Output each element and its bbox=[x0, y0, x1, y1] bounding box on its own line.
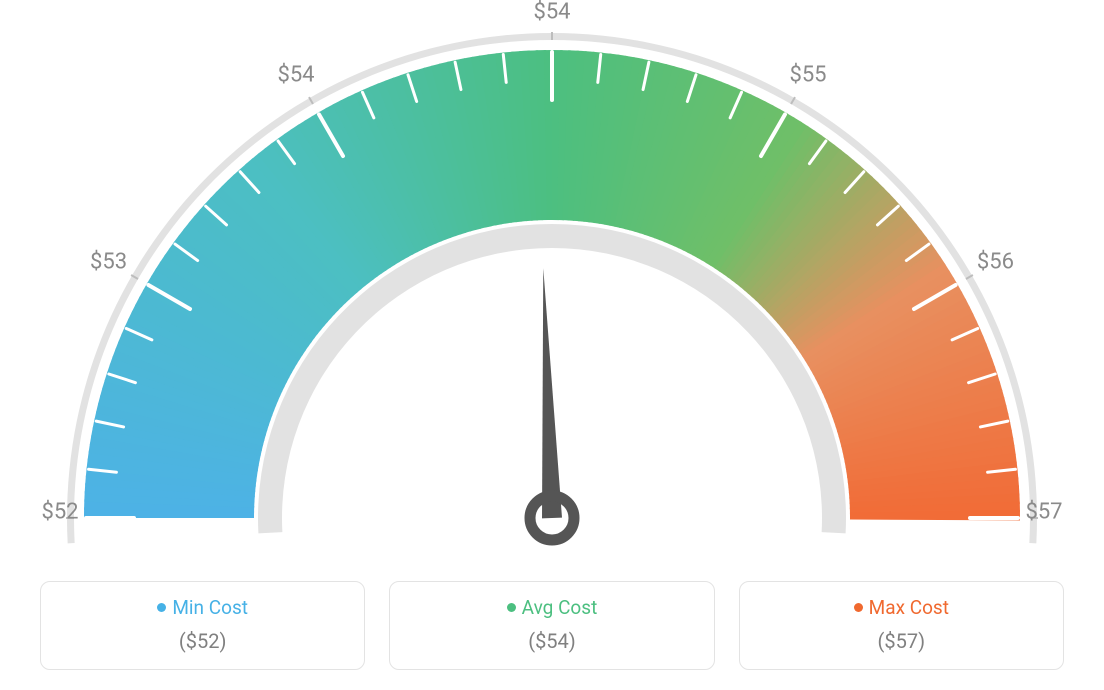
legend-label-min: Min Cost bbox=[172, 596, 248, 619]
legend-row: Min Cost ($52) Avg Cost ($54) Max Cost (… bbox=[40, 581, 1064, 670]
gauge-scale-label: $57 bbox=[1025, 500, 1062, 525]
gauge-chart: $52 $53 $54 $54 $55 $56 $57 bbox=[0, 0, 1104, 560]
legend-title-avg: Avg Cost bbox=[400, 596, 703, 619]
legend-dot-max bbox=[854, 603, 863, 612]
legend-value-avg: ($54) bbox=[400, 629, 703, 653]
gauge-scale-label: $56 bbox=[977, 250, 1014, 275]
gauge-scale-label: $54 bbox=[277, 62, 314, 87]
legend-label-avg: Avg Cost bbox=[522, 596, 598, 619]
legend-box-min: Min Cost ($52) bbox=[40, 581, 365, 670]
legend-value-min: ($52) bbox=[51, 629, 354, 653]
legend-dot-avg bbox=[507, 603, 516, 612]
legend-dot-min bbox=[157, 603, 166, 612]
gauge-scale-label: $54 bbox=[533, 0, 570, 25]
legend-box-avg: Avg Cost ($54) bbox=[389, 581, 714, 670]
legend-title-max: Max Cost bbox=[750, 596, 1053, 619]
legend-box-max: Max Cost ($57) bbox=[739, 581, 1064, 670]
gauge-svg bbox=[0, 0, 1104, 560]
gauge-scale-label: $52 bbox=[41, 500, 78, 525]
legend-label-max: Max Cost bbox=[869, 596, 949, 619]
gauge-scale-label: $53 bbox=[90, 250, 127, 275]
legend-title-min: Min Cost bbox=[51, 596, 354, 619]
legend-value-max: ($57) bbox=[750, 629, 1053, 653]
gauge-scale-label: $55 bbox=[789, 62, 826, 87]
